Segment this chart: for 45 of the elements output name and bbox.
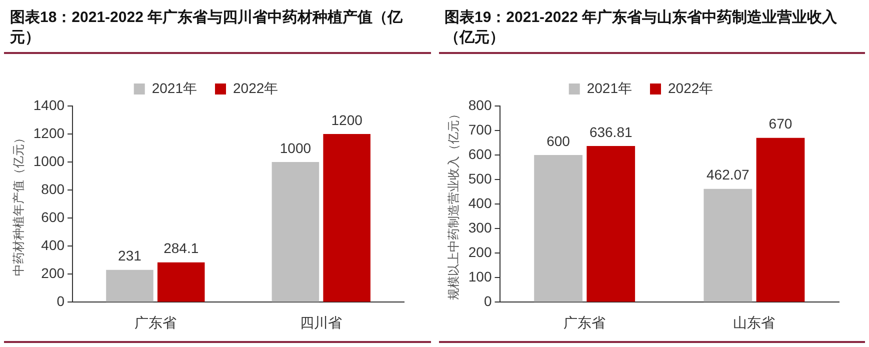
y-tick-label: 1400	[33, 96, 65, 113]
legend-label: 2022年	[668, 80, 713, 96]
y-tick-label: 500	[468, 170, 492, 186]
x-tick-label: 四川省	[300, 314, 342, 330]
y-tick-label: 0	[56, 293, 65, 310]
y-axis-title: 中药材种植年产值（亿元）	[12, 132, 26, 276]
x-tick-label: 广东省	[134, 314, 176, 330]
y-tick-label: 1200	[33, 124, 65, 141]
data-label: 284.1	[164, 240, 199, 256]
y-tick-label: 400	[468, 194, 492, 211]
data-label: 636.81	[588, 124, 632, 140]
y-tick-label: 700	[468, 121, 492, 138]
chart-title: 图表19：2021-2022 年广东省与山东省中药制造业营业收入（亿元）	[438, 4, 865, 54]
bar	[586, 146, 635, 302]
data-label: 600	[546, 132, 570, 149]
y-tick-label: 300	[468, 219, 492, 236]
y-tick-label: 600	[468, 146, 492, 162]
y-tick-label: 200	[468, 244, 492, 260]
data-label: 670	[768, 116, 792, 132]
y-tick-label: 0	[483, 293, 492, 310]
bar	[534, 155, 582, 302]
data-label: 231	[118, 248, 142, 264]
legend-label: 2021年	[152, 80, 198, 96]
y-tick-label: 200	[41, 265, 65, 282]
legend-label: 2021年	[586, 80, 632, 96]
y-tick-label: 400	[41, 237, 65, 253]
bar	[703, 188, 752, 302]
bar	[323, 134, 370, 302]
y-tick-label: 100	[468, 268, 492, 285]
bar	[756, 138, 804, 302]
y-tick-label: 800	[468, 96, 492, 113]
y-tick-label: 800	[41, 180, 65, 197]
bar	[272, 162, 320, 302]
legend-label: 2022年	[233, 80, 278, 96]
data-label: 1200	[331, 112, 363, 128]
bar	[106, 270, 154, 302]
y-tick-label: 1000	[33, 152, 65, 169]
x-tick-label: 山东省	[732, 314, 775, 330]
chart-title: 图表18：2021-2022 年广东省与四川省中药材种植产值（亿元）	[4, 4, 430, 54]
y-tick-label: 600	[41, 208, 65, 225]
x-tick-label: 广东省	[563, 314, 606, 330]
y-axis-title: 规模以上中药制造营业收入（亿元）	[446, 108, 460, 300]
data-label: 462.07	[706, 166, 750, 183]
data-label: 1000	[280, 140, 312, 156]
bar	[157, 262, 205, 302]
